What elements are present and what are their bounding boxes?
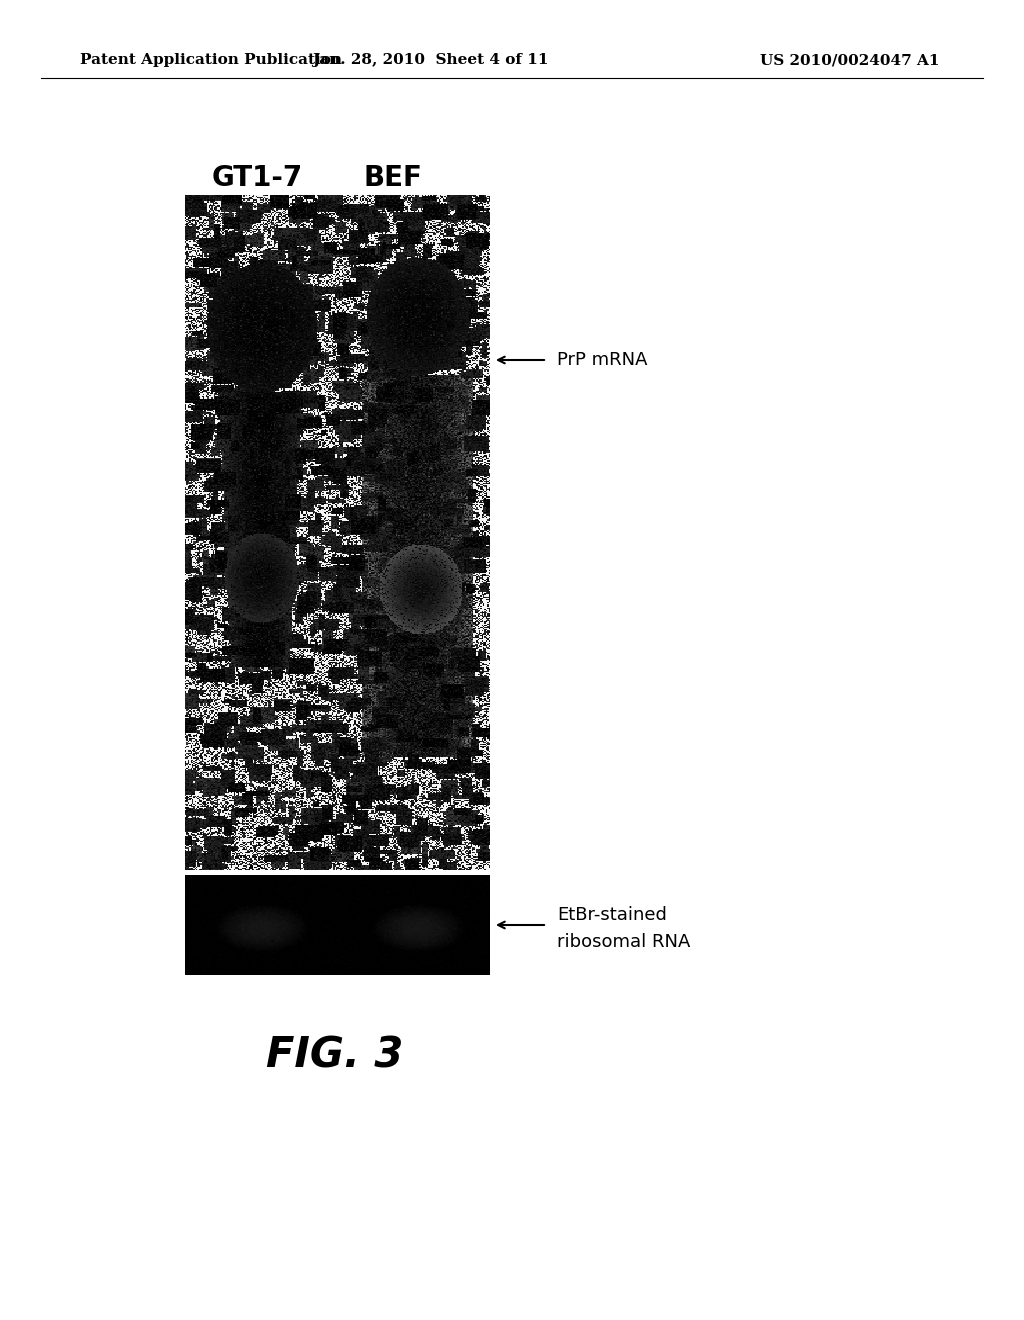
Text: FIG. 3: FIG. 3 <box>266 1034 403 1076</box>
Text: Jan. 28, 2010  Sheet 4 of 11: Jan. 28, 2010 Sheet 4 of 11 <box>311 53 548 67</box>
Text: EtBr-stained: EtBr-stained <box>557 906 667 924</box>
Text: US 2010/0024047 A1: US 2010/0024047 A1 <box>761 53 940 67</box>
Text: BEF: BEF <box>364 164 423 191</box>
Text: GT1-7: GT1-7 <box>211 164 303 191</box>
Text: Patent Application Publication: Patent Application Publication <box>80 53 342 67</box>
Text: PrP mRNA: PrP mRNA <box>557 351 647 370</box>
Text: ribosomal RNA: ribosomal RNA <box>557 933 690 950</box>
